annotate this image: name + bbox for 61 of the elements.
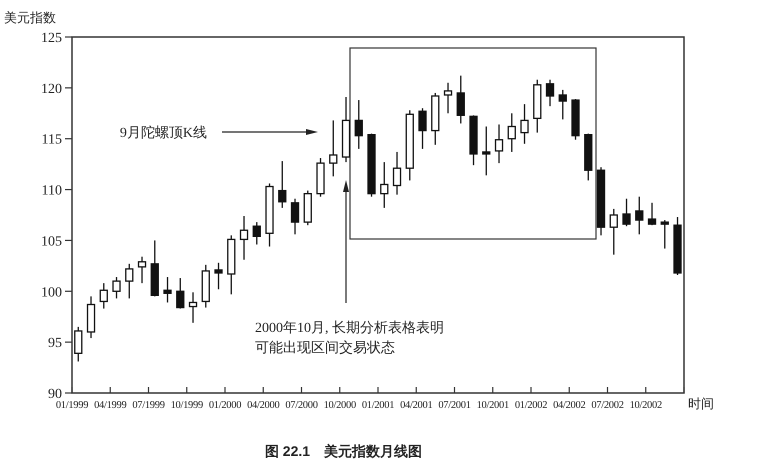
- candlestick: [392, 151, 402, 196]
- annotation: 9月陀螺顶K线: [120, 125, 207, 141]
- candlestick: [508, 112, 516, 153]
- y-tick-label: 120: [41, 82, 62, 97]
- x-tick-label: 10/2002: [630, 400, 662, 411]
- x-tick-label: 10/1999: [170, 400, 203, 411]
- candlestick: [444, 82, 452, 114]
- x-axis-title: 时间: [688, 396, 714, 411]
- candlestick: [380, 161, 388, 209]
- candlestick: [558, 89, 567, 120]
- candlestick: [74, 326, 82, 362]
- candlestick: [188, 292, 198, 324]
- candlestick: [125, 263, 134, 300]
- candlestick: [622, 198, 631, 227]
- x-tick-label: 04/2002: [553, 400, 586, 411]
- x-tick-label: 04/2000: [247, 400, 280, 411]
- x-tick-label: 10/2000: [324, 400, 356, 411]
- x-tick-label: 01/2002: [514, 400, 548, 411]
- x-tick-label: 01/1999: [56, 400, 88, 411]
- y-tick-label: 90: [48, 387, 62, 402]
- candlestick: [456, 75, 465, 124]
- candlestick: [482, 126, 490, 176]
- candlestick: [100, 282, 108, 310]
- candlestick: [112, 276, 121, 300]
- x-tick-label: 01/2001: [362, 400, 394, 411]
- y-tick-label: 100: [41, 285, 62, 300]
- candlestick: [635, 196, 644, 235]
- candlestick: [494, 124, 504, 164]
- x-tick-label: 07/2000: [285, 400, 318, 411]
- y-tick-label: 95: [48, 336, 62, 352]
- x-tick-label: 04/1999: [94, 400, 126, 411]
- annotation: 可能出现区间交易状态: [255, 340, 395, 356]
- candlestick: [252, 221, 261, 246]
- candlestick: [214, 262, 223, 290]
- y-tick-label: 125: [41, 31, 62, 46]
- candlestick: [660, 219, 669, 250]
- x-tick-label: 07/1999: [132, 400, 165, 411]
- y-axis-title: 美元指数: [4, 10, 56, 25]
- candlestick: [163, 276, 172, 304]
- x-tick-label: 04/2001: [400, 400, 432, 411]
- candlestick: [278, 160, 286, 209]
- candlestick: [290, 198, 300, 235]
- candlestick: [546, 79, 554, 107]
- candlestick: [138, 256, 146, 284]
- x-tick-label: 07/2002: [591, 400, 624, 411]
- annotation: 2000年10月, 长期分析表格表明: [255, 320, 444, 336]
- candlestick: [648, 202, 656, 226]
- candlestick: [520, 103, 529, 144]
- candlestick: [418, 108, 427, 150]
- candlestick: [176, 277, 184, 310]
- y-tick-label: 115: [42, 132, 62, 148]
- x-tick-label: 07/2001: [438, 400, 471, 411]
- x-tick-label: 10/2001: [476, 400, 509, 411]
- candlestick: [354, 99, 363, 150]
- candlestick: [610, 208, 618, 256]
- candlestick: [329, 120, 338, 177]
- candlestick: [240, 215, 248, 260]
- x-tick-label: 01/2000: [208, 400, 242, 411]
- y-tick-label: 105: [41, 234, 62, 250]
- text: 图 22.1 美元指数月线图: [264, 443, 422, 459]
- y-tick-label: 110: [42, 184, 62, 199]
